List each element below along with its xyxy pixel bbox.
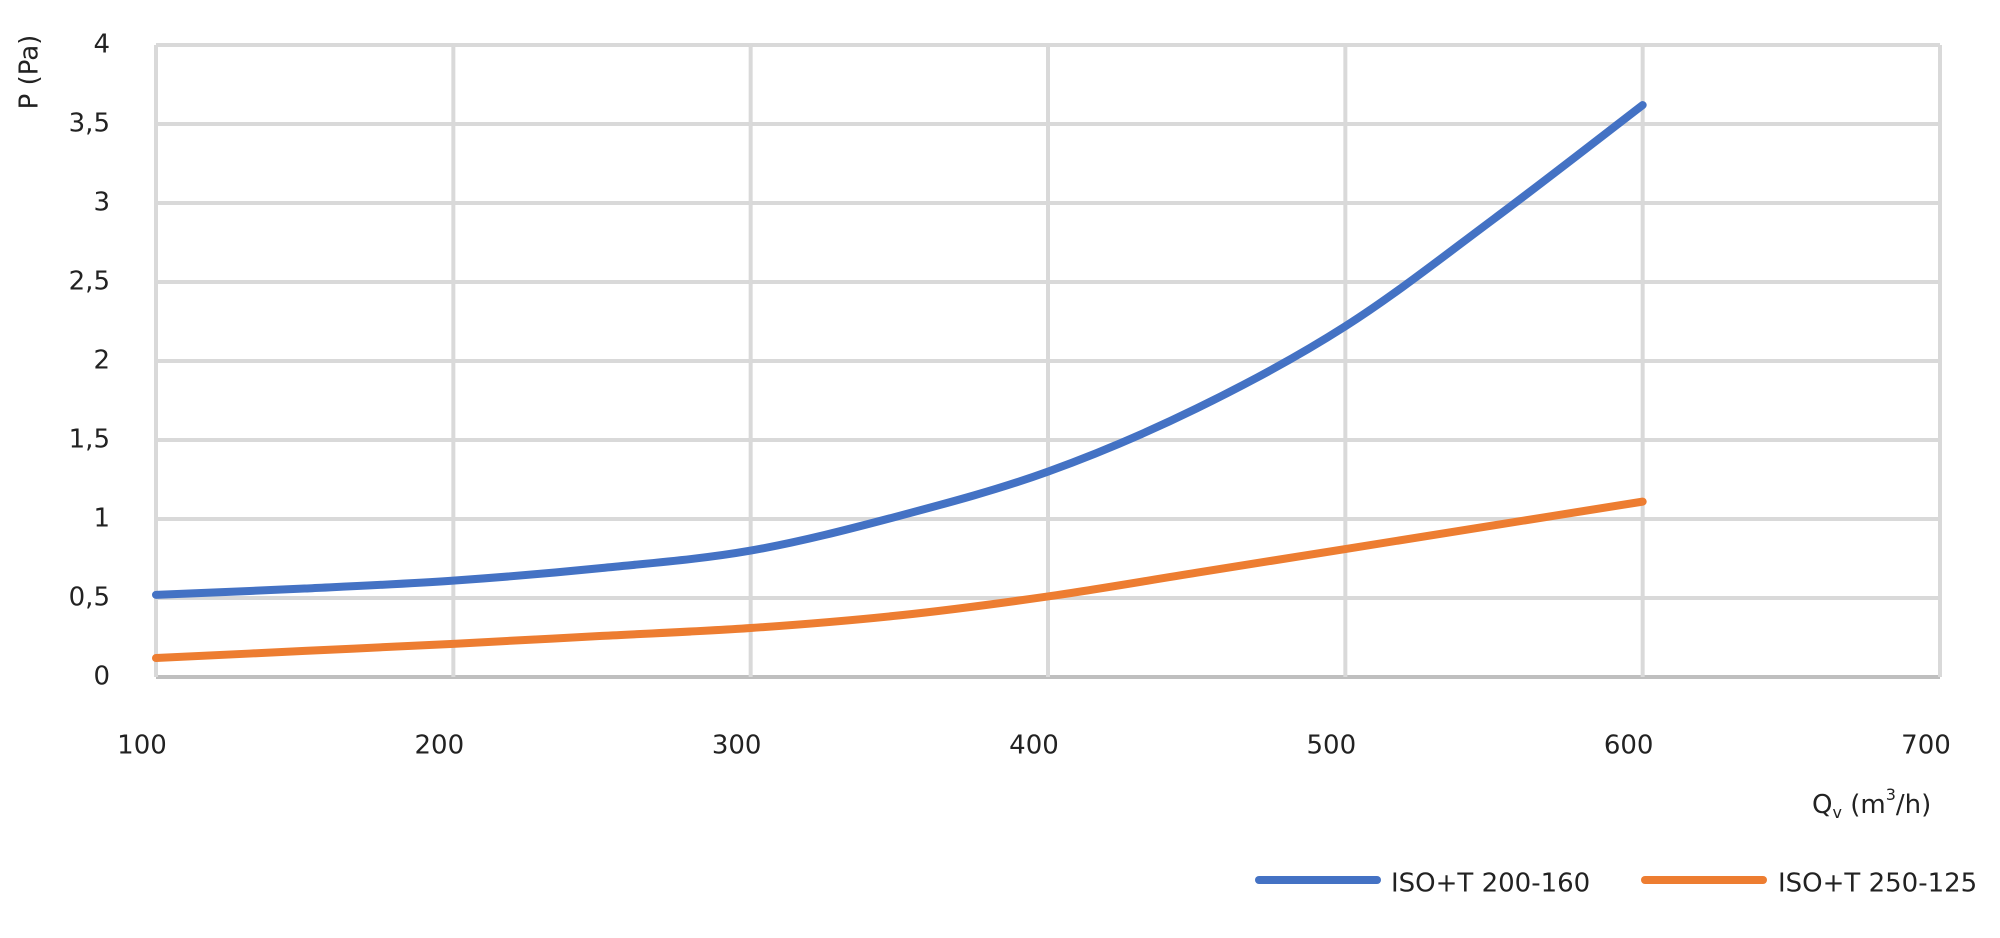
x-axis-label: Qv (m3/h) — [1812, 785, 1931, 822]
x-tick-label: 500 — [1307, 731, 1357, 761]
x-tick-label: 100 — [117, 731, 167, 761]
x-tick-label: 600 — [1604, 731, 1654, 761]
y-tick-label: 2 — [93, 346, 110, 376]
y-tick-label: 3 — [93, 188, 110, 218]
y-tick-label: 0,5 — [69, 583, 110, 613]
y-axis-label: P (Pa) — [15, 35, 45, 110]
x-label-sub: v — [1832, 803, 1841, 822]
x-tick-label: 300 — [712, 731, 762, 761]
y-tick-label: 3,5 — [69, 109, 110, 139]
legend-label: ISO+T 250-125 — [1778, 869, 1977, 899]
x-label-part: Q — [1812, 790, 1832, 820]
series-line — [152, 497, 1647, 663]
x-tick-label: 700 — [1901, 731, 1951, 761]
x-tick-label: 400 — [1009, 731, 1059, 761]
x-label-sup: 3 — [1886, 785, 1896, 804]
x-label-part: /h) — [1896, 790, 1931, 820]
y-tick-label: 0 — [93, 662, 110, 692]
legend-label: ISO+T 200-160 — [1391, 869, 1590, 899]
y-tick-label: 1,5 — [69, 425, 110, 455]
x-tick-label: 200 — [415, 731, 465, 761]
y-tick-label: 1 — [93, 504, 110, 534]
y-tick-label: 2,5 — [69, 267, 110, 297]
x-label-part: (m — [1842, 790, 1886, 820]
series-line — [152, 101, 1647, 599]
y-tick-label: 4 — [93, 30, 110, 60]
